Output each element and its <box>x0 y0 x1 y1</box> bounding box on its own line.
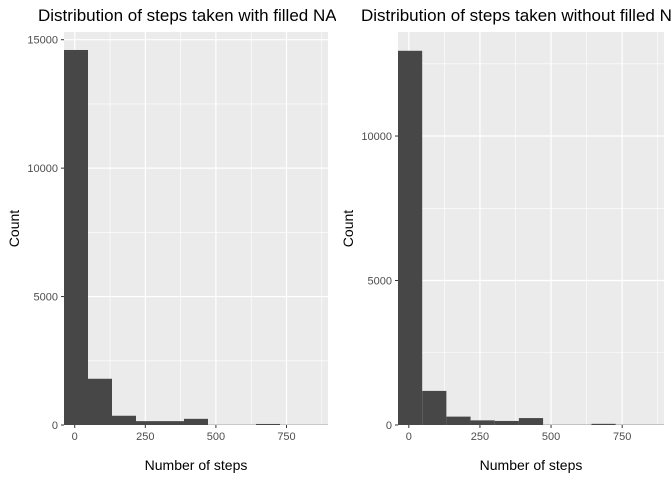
histogram-bar <box>518 418 544 425</box>
x-tick-label: 500 <box>207 431 225 443</box>
y-tick-label: 10000 <box>361 131 392 143</box>
chart-title: Distribution of steps taken with filled … <box>38 6 337 25</box>
x-axis-ticks: 0 250 500 750 <box>406 425 631 443</box>
chart-title: Distribution of steps taken without fill… <box>361 6 672 25</box>
y-axis-label: Count <box>6 210 22 247</box>
histogram-bars <box>398 50 664 426</box>
plot-panel <box>64 32 328 425</box>
histogram-bar <box>494 420 519 425</box>
histogram-bar <box>470 420 495 425</box>
y-tick-label: 5000 <box>34 292 58 304</box>
histogram-bar <box>64 49 88 425</box>
x-axis-label: Number of steps <box>145 457 248 473</box>
y-axis-ticks: 0 5000 10000 15000 <box>27 35 64 432</box>
x-tick-label: 0 <box>72 431 78 443</box>
y-tick-label: 0 <box>386 420 392 432</box>
y-tick-label: 0 <box>52 420 58 432</box>
y-tick-label: 15000 <box>27 35 58 47</box>
x-tick-label: 750 <box>277 431 295 443</box>
histogram-bar <box>88 378 112 425</box>
histogram-bar <box>184 418 208 425</box>
histogram-without-filled-na: 0 5000 10000 0 250 500 750 Distribution of st… <box>340 6 672 473</box>
histogram-bar <box>112 415 136 425</box>
x-tick-label: 250 <box>471 431 489 443</box>
x-axis-ticks: 0 250 500 750 <box>72 425 296 443</box>
x-tick-label: 250 <box>136 431 154 443</box>
x-axis-label: Number of steps <box>480 457 583 473</box>
y-tick-label: 5000 <box>368 276 392 288</box>
histogram-bar <box>398 50 423 426</box>
y-axis-label: Count <box>340 210 356 247</box>
x-tick-label: 500 <box>542 431 560 443</box>
y-axis-ticks: 0 5000 10000 <box>361 131 398 432</box>
histogram-bar <box>446 416 471 425</box>
minor-gridlines <box>398 32 664 425</box>
histogram-bar <box>160 421 184 425</box>
histogram-with-filled-na: 0 5000 10000 15000 0 250 500 750 Distribution … <box>6 6 337 473</box>
plot-panel <box>398 32 664 425</box>
histogram-bars <box>64 49 328 425</box>
histogram-bar <box>136 421 160 425</box>
histogram-bar <box>591 423 616 425</box>
histogram-bar <box>422 390 447 425</box>
y-tick-label: 10000 <box>27 163 58 175</box>
x-tick-label: 0 <box>406 431 412 443</box>
x-tick-label: 750 <box>613 431 631 443</box>
minor-gridlines <box>64 32 328 425</box>
histogram-bar <box>256 423 280 425</box>
